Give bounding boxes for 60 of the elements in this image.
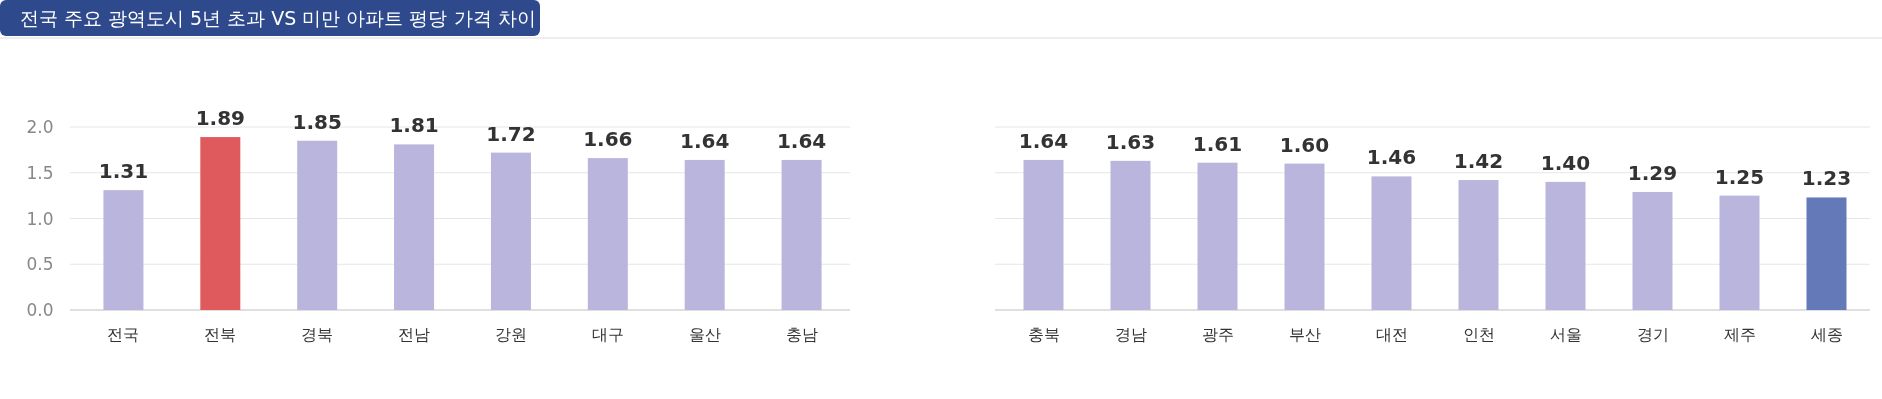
y-tick-label: 1.5 — [26, 162, 54, 183]
x-tick-label: 경북 — [301, 325, 334, 344]
data-label: 1.40 — [1540, 150, 1591, 175]
x-tick-label: 울산 — [688, 325, 721, 344]
data-label: 1.72 — [486, 121, 536, 146]
data-label: 1.25 — [1714, 164, 1765, 189]
data-label: 1.46 — [1366, 145, 1417, 170]
bar — [1545, 181, 1586, 310]
y-tick-label: 2.0 — [26, 117, 54, 137]
bar — [1371, 176, 1412, 310]
data-label: 1.64 — [680, 128, 730, 153]
bar — [490, 152, 531, 310]
category-label: 경기 — [1636, 325, 1669, 344]
data-label: 1.85 — [292, 109, 342, 134]
chart-title: 전국 주요 광역도시 5년 초과 VS 미만 아파트 평당 가격 차이 — [20, 7, 536, 29]
category-label: 경남 — [1114, 325, 1147, 344]
x-tick-label: 전남 — [398, 325, 431, 344]
category-label: 부산 — [1288, 325, 1321, 344]
data-label: 1.23 — [1801, 166, 1852, 191]
y-tick-label: 0.5 — [26, 254, 54, 275]
bar — [1110, 160, 1151, 310]
bar — [103, 190, 144, 310]
x-tick-label: 전북 — [204, 325, 237, 344]
x-tick-label: 충남 — [785, 325, 818, 344]
bar — [1719, 195, 1760, 310]
bar — [1197, 162, 1238, 310]
bar — [394, 144, 435, 310]
category-label: 제주 — [1723, 325, 1756, 344]
data-label: 1.64 — [1018, 128, 1069, 153]
data-label: 1.42 — [1453, 149, 1504, 174]
bar — [781, 159, 822, 310]
data-label: 1.64 — [776, 128, 827, 153]
category-label: 대전 — [1375, 325, 1408, 344]
data-label: 1.81 — [389, 113, 439, 138]
data-label: 1.60 — [1279, 132, 1330, 157]
category-label: 서울 — [1549, 325, 1582, 344]
bar — [587, 158, 628, 310]
bar — [1806, 197, 1847, 310]
x-tick-label: 전국 — [107, 325, 140, 344]
bar — [1023, 159, 1064, 310]
x-tick-label: 대구 — [591, 325, 624, 344]
bar — [684, 159, 725, 310]
data-label: 1.29 — [1627, 160, 1678, 185]
y-tick-label: 1.0 — [26, 208, 54, 229]
category-label: 인천 — [1462, 325, 1495, 344]
category-label: 충북 — [1027, 325, 1060, 344]
bar — [1458, 180, 1499, 310]
bar — [1632, 191, 1673, 310]
data-label: 1.89 — [195, 106, 245, 131]
data-label: 1.31 — [98, 159, 149, 184]
category-label: 광주 — [1201, 325, 1234, 344]
data-label: 1.61 — [1192, 131, 1243, 156]
bar — [1284, 163, 1325, 310]
data-label: 1.66 — [583, 127, 633, 152]
bar — [200, 137, 241, 310]
x-tick-label: 강원 — [494, 325, 527, 344]
y-tick-label: 0.0 — [26, 300, 54, 320]
data-label: 1.63 — [1105, 129, 1156, 154]
category-label: 세종 — [1810, 325, 1843, 344]
bar — [297, 140, 338, 310]
